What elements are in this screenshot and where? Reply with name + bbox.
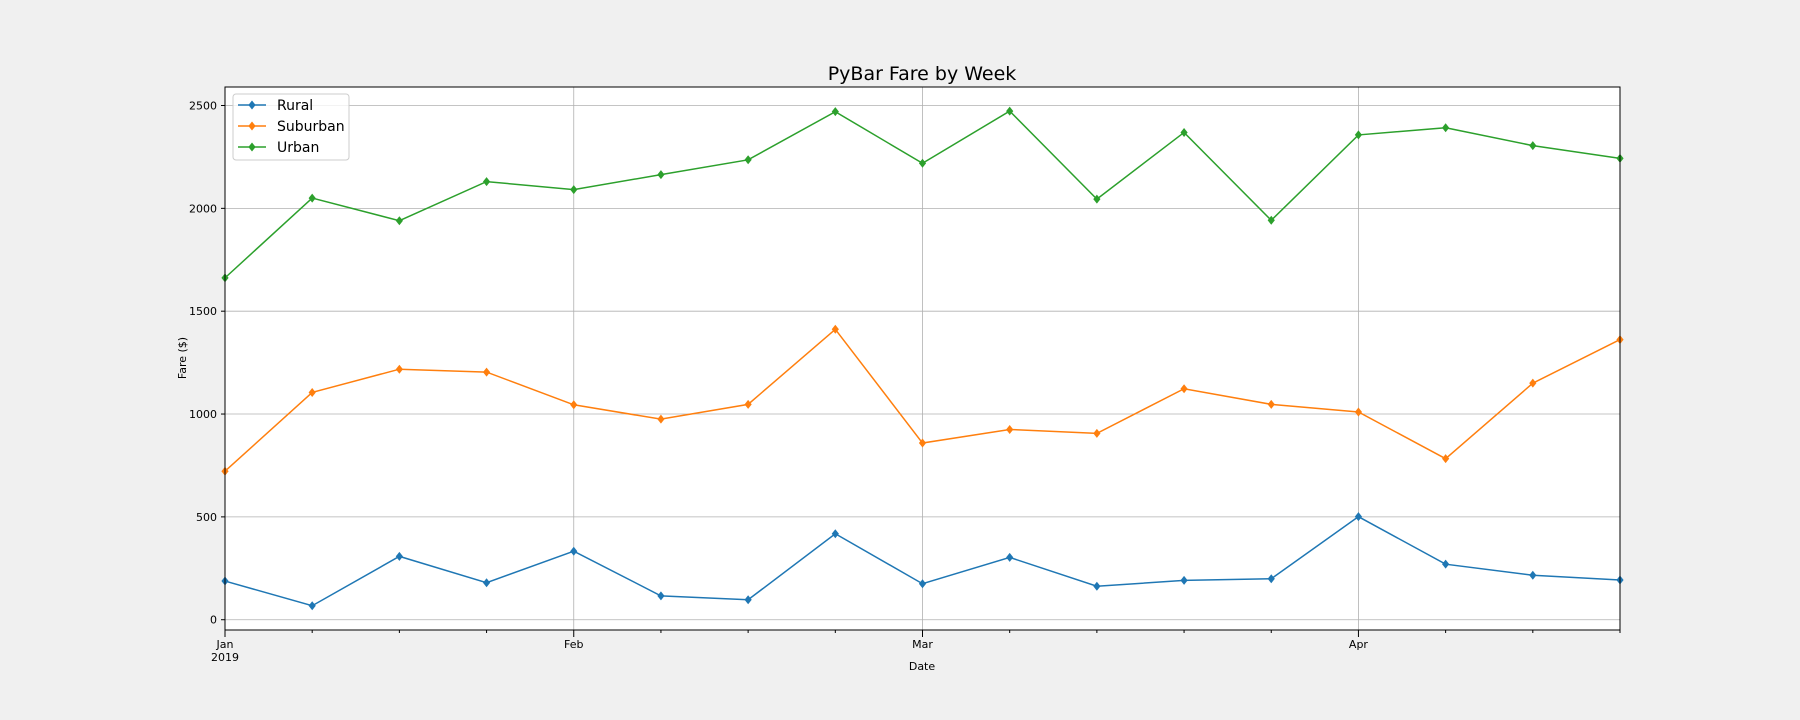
data-point	[831, 324, 839, 334]
data-point	[918, 158, 927, 168]
data-point	[395, 216, 403, 226]
data-point	[308, 387, 316, 397]
y-tick-label: 1000	[189, 408, 217, 421]
x-tick-label: Jan	[216, 638, 234, 651]
legend-item-rural: Rural	[238, 98, 313, 114]
chart-title: PyBar Fare by Week	[828, 63, 1017, 85]
data-point	[570, 185, 578, 195]
x-tick-label: Apr	[1349, 638, 1369, 651]
data-point	[1354, 407, 1363, 417]
data-point	[918, 579, 927, 589]
data-point	[1354, 512, 1363, 522]
data-point	[395, 551, 403, 561]
data-point	[1093, 428, 1101, 438]
data-point	[744, 595, 752, 605]
data-point	[744, 399, 752, 409]
data-point	[1006, 552, 1014, 562]
legend-item-suburban: Suburban	[238, 119, 345, 135]
y-tick-label: 1500	[189, 305, 217, 318]
data-point	[1093, 581, 1101, 591]
data-point	[482, 367, 491, 377]
data-point	[1006, 424, 1014, 434]
data-point	[570, 400, 578, 410]
data-point	[1442, 454, 1450, 464]
legend-marker-diamond-icon	[248, 100, 256, 110]
data-point	[1180, 127, 1188, 137]
x-tick-sublabel: 2019	[211, 651, 239, 664]
data-point	[570, 546, 578, 556]
series-layer	[221, 106, 1624, 611]
series-suburban	[221, 324, 1624, 476]
data-point	[918, 438, 927, 448]
data-point	[1529, 570, 1537, 580]
legend-item-urban: Urban	[238, 140, 319, 156]
data-point	[1529, 378, 1537, 388]
y-axis-label: Fare ($)	[176, 337, 189, 379]
legend-marker-diamond-icon	[248, 121, 256, 131]
data-point	[1267, 574, 1275, 584]
series-rural	[221, 512, 1624, 611]
series-urban	[221, 106, 1624, 283]
data-point	[1529, 141, 1537, 151]
data-point	[1267, 399, 1275, 409]
data-point	[1442, 123, 1450, 133]
data-point	[395, 364, 403, 374]
y-tick-label: 500	[196, 511, 217, 524]
legend-label: Rural	[277, 98, 313, 114]
y-axis: 0 500 1000 1500 2000 2500	[189, 100, 225, 627]
x-tick-label: Feb	[564, 638, 583, 651]
legend: Rural Suburban Urban	[232, 93, 350, 161]
data-point	[657, 414, 665, 424]
legend-box	[232, 93, 350, 161]
x-axis-label: Date	[909, 660, 936, 673]
data-point	[482, 177, 491, 187]
data-point	[1093, 194, 1101, 204]
data-point	[1006, 106, 1014, 116]
data-point	[1442, 559, 1450, 569]
data-point	[831, 107, 839, 117]
data-point	[308, 193, 316, 203]
x-tick-label: Mar	[912, 638, 933, 651]
y-tick-label: 2000	[189, 202, 217, 215]
data-point	[1354, 130, 1363, 140]
y-tick-label: 2500	[189, 100, 217, 113]
data-point	[1180, 575, 1188, 585]
data-point	[657, 170, 665, 180]
data-point	[744, 155, 752, 165]
data-point	[831, 529, 839, 539]
grid-lines	[224, 87, 1620, 630]
data-point	[1180, 384, 1188, 394]
legend-label: Urban	[277, 140, 319, 156]
data-point	[1267, 215, 1275, 225]
legend-label: Suburban	[277, 119, 345, 135]
data-point	[482, 578, 491, 588]
y-tick-label: 0	[210, 614, 217, 627]
data-point	[657, 591, 665, 601]
legend-marker-diamond-icon	[248, 142, 256, 152]
data-point	[308, 601, 316, 611]
